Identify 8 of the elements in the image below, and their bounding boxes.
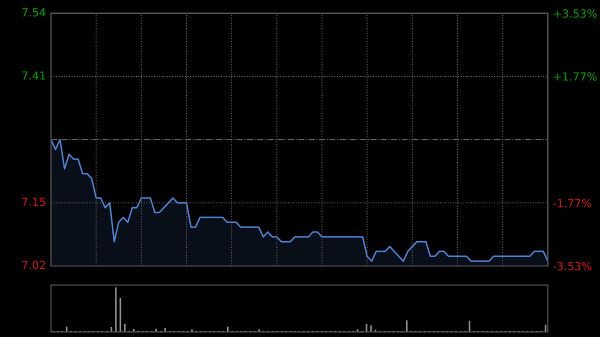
y2-tick-label: -1.77%: [553, 198, 592, 208]
y-tick-label: 7.02: [22, 260, 46, 270]
y-tick-label: 7.15: [22, 198, 46, 206]
y-tick-label: 7.54: [22, 8, 46, 17]
y2-tick-label: -3.53%: [553, 262, 592, 270]
y-tick-label: 7.41: [22, 71, 46, 80]
y2-tick-label: +3.53%: [554, 9, 597, 18]
y2-tick-label: +1.77%: [554, 72, 597, 81]
